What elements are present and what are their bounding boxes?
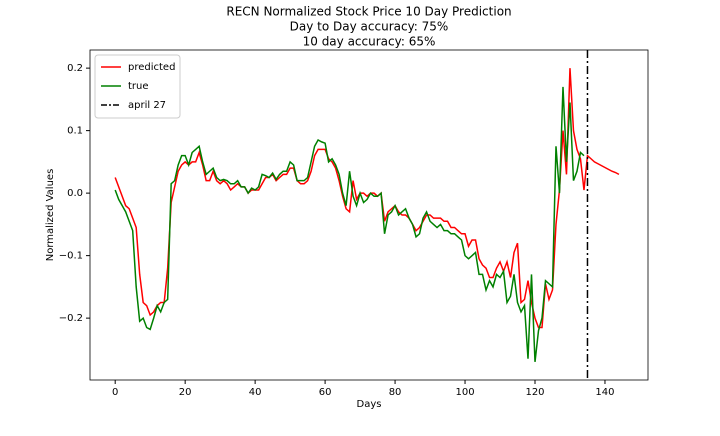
data-line	[114, 68, 620, 329]
x-tick-label: 60	[319, 387, 332, 398]
x-tick-label: 40	[249, 387, 262, 398]
plot-area	[89, 49, 649, 381]
x-tick-label: 120	[525, 387, 544, 398]
chart-title: RECN Normalized Stock Price 10 Day Predi…	[226, 5, 511, 19]
legend-label: true	[128, 81, 149, 92]
x-tick-label: 0	[112, 387, 118, 398]
legend-box	[94, 54, 181, 119]
legend-label: predicted	[128, 62, 175, 73]
y-tick-label: 0.1	[67, 126, 83, 137]
y-axis-label: Normalized Values	[45, 169, 56, 262]
chart-subtitle: Day to Day accuracy: 75%	[290, 20, 449, 34]
legend-label: april 27	[128, 100, 166, 111]
x-tick-label: 20	[179, 387, 192, 398]
x-axis-label: Days	[357, 399, 382, 410]
y-tick-label: 0.2	[67, 63, 83, 74]
x-tick-label: 100	[455, 387, 474, 398]
y-tick-label: 0.0	[67, 188, 83, 199]
x-tick-label: 140	[595, 387, 614, 398]
y-tick-label: −0.1	[59, 251, 83, 262]
chart-subtitle: 10 day accuracy: 65%	[303, 35, 436, 49]
data-line	[114, 86, 585, 362]
x-tick-label: 80	[389, 387, 402, 398]
y-tick-label: −0.2	[59, 313, 83, 324]
